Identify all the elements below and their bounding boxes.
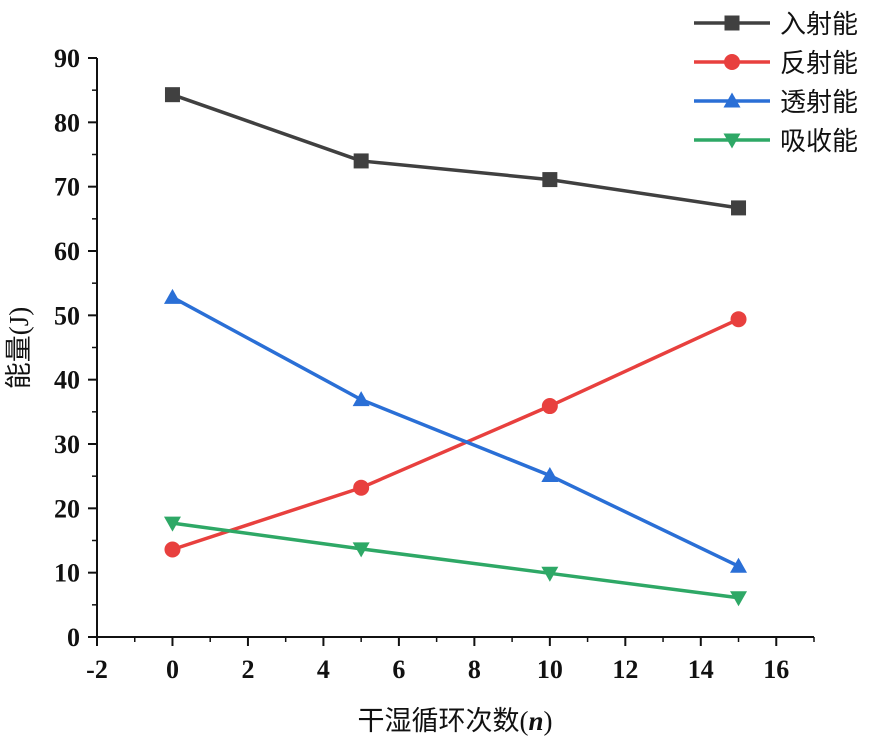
series-line [171,295,740,568]
legend-label: 反射能 [780,49,858,78]
series-line [171,93,739,210]
legend-marker [724,15,740,31]
x-tick-label: 10 [537,655,563,684]
x-tick-label: 12 [612,655,638,684]
y-tick-label: 70 [54,173,80,202]
y-tick-label: 30 [54,430,80,459]
x-tick-label: 16 [763,655,789,684]
legend-marker [723,133,741,149]
data-point [541,566,559,582]
y-tick-label: 50 [54,301,80,330]
x-tick-label: 6 [392,655,405,684]
data-point [164,87,180,103]
legend-marker [724,54,740,70]
data-point [730,557,748,573]
data-point [353,153,369,169]
y-tick-label: 0 [67,623,80,652]
data-point [352,542,370,558]
data-point [541,398,558,415]
legend-label: 吸收能 [780,127,858,156]
x-tick-label: 4 [317,655,330,684]
data-point [164,541,181,558]
data-point [353,479,370,496]
y-tick-label: 80 [54,108,80,137]
series-line [172,521,739,600]
data-point [730,591,748,607]
y-tick-label: 40 [54,366,80,395]
y-axis-title: 能量(J) [4,307,34,390]
y-tick-label: 20 [54,494,80,523]
y-tick-label: 10 [54,559,80,588]
data-point [352,391,370,407]
legend-label: 透射能 [780,88,858,117]
legend-marker [723,92,741,108]
x-tick-label: 14 [688,655,714,684]
data-point [730,311,747,328]
x-tick-label: 8 [468,655,481,684]
x-tick-label: -2 [86,655,108,684]
data-point [542,172,558,188]
data-point [731,200,747,216]
data-point [163,516,181,532]
y-tick-label: 60 [54,237,80,266]
y-tick-label: 90 [54,44,80,73]
data-point [541,467,559,483]
data-point [163,288,181,304]
series-line [171,317,740,552]
x-tick-label: 0 [166,655,179,684]
plot-area [163,87,748,607]
x-tick-label: 2 [241,655,254,684]
legend-label: 入射能 [780,10,858,39]
x-axis-title: 干湿循环次数(n) [357,706,552,736]
